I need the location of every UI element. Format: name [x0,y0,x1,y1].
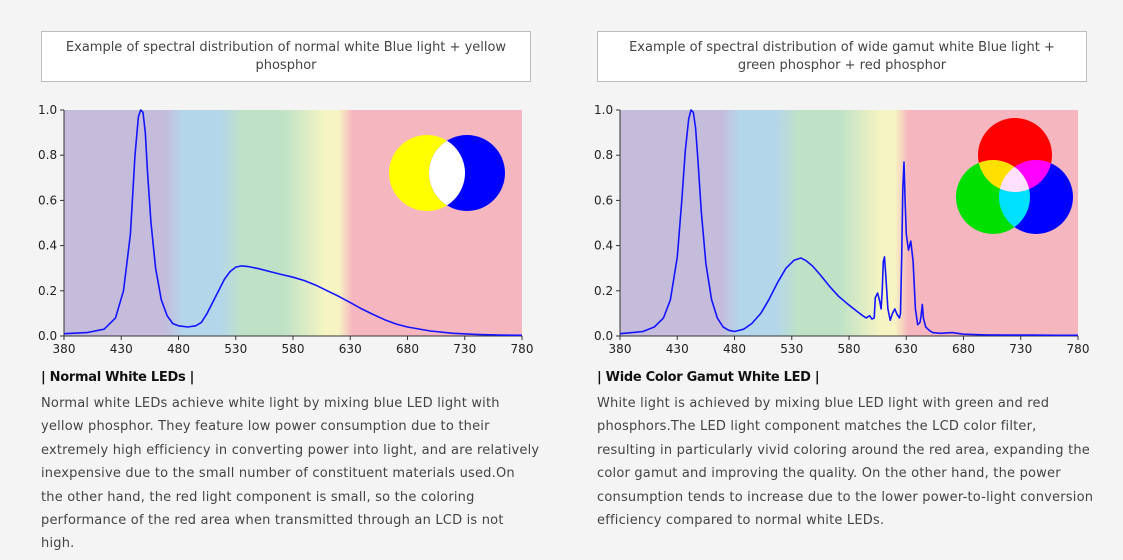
x-tick-label: 780 [511,342,534,356]
x-tick-label: 380 [609,342,632,356]
panel-normal-white-led: Example of spectral distribution of norm… [34,0,554,560]
x-tick-label: 680 [396,342,419,356]
blue-circle-icon [999,160,1073,234]
white-overlap-icon [429,135,465,211]
panel-wide-gamut-led: Example of spectral distribution of wide… [590,0,1110,560]
x-tick-label: 430 [110,342,133,356]
description-text: Normal white LEDs achieve white light by… [41,396,540,552]
x-tick-label: 630 [339,342,362,356]
y-tick-label: 0.2 [594,284,613,298]
y-tick-label: 0.0 [594,329,613,343]
x-tick-label: 480 [167,342,190,356]
y-tick-label: 1.0 [38,103,57,117]
y-tick-label: 0.4 [594,239,613,253]
y-tick-label: 1.0 [594,103,613,117]
x-tick-label: 530 [224,342,247,356]
y-tick-label: 0.6 [594,193,613,207]
x-tick-label: 730 [1009,342,1032,356]
spectral-chart-normal: 0.0 0.2 0.4 0.6 0.8 1.0 380 430 480 530 580 630 680 7… [38,103,534,356]
x-tick-label: 730 [453,342,476,356]
spectrum-curve [619,109,1078,337]
x-tick-label: 680 [952,342,975,356]
x-tick-label: 630 [895,342,918,356]
x-tick-label: 380 [53,342,76,356]
spectral-chart-wide-gamut: 0.0 0.2 0.4 0.6 0.8 1.0 380 430 480 530 580 630 680 7… [594,103,1090,356]
x-tick-label: 580 [838,342,861,356]
y-tick-label: 0.8 [594,148,613,162]
section-heading: | Wide Color Gamut White LED | [597,370,820,385]
x-tick-label: 580 [282,342,305,356]
color-mixing-diagram [956,118,1073,234]
chart-caption-box: Example of spectral distribution of wide… [597,31,1087,82]
y-tick-label: 0.6 [38,193,57,207]
chart-caption-box: Example of spectral distribution of norm… [41,31,531,82]
x-tick-label: 480 [723,342,746,356]
y-tick-label: 0.8 [38,148,57,162]
x-tick-label: 430 [666,342,689,356]
x-tick-label: 530 [780,342,803,356]
spectrum-curve [63,109,523,337]
color-mixing-diagram [389,135,505,211]
x-tick-label: 780 [1067,342,1090,356]
description-text: White light is achieved by mixing blue L… [597,396,1094,529]
y-tick-label: 0.0 [38,329,57,343]
y-tick-label: 0.4 [38,239,57,253]
y-tick-label: 0.2 [38,284,57,298]
section-heading: | Normal White LEDs | [41,370,195,385]
